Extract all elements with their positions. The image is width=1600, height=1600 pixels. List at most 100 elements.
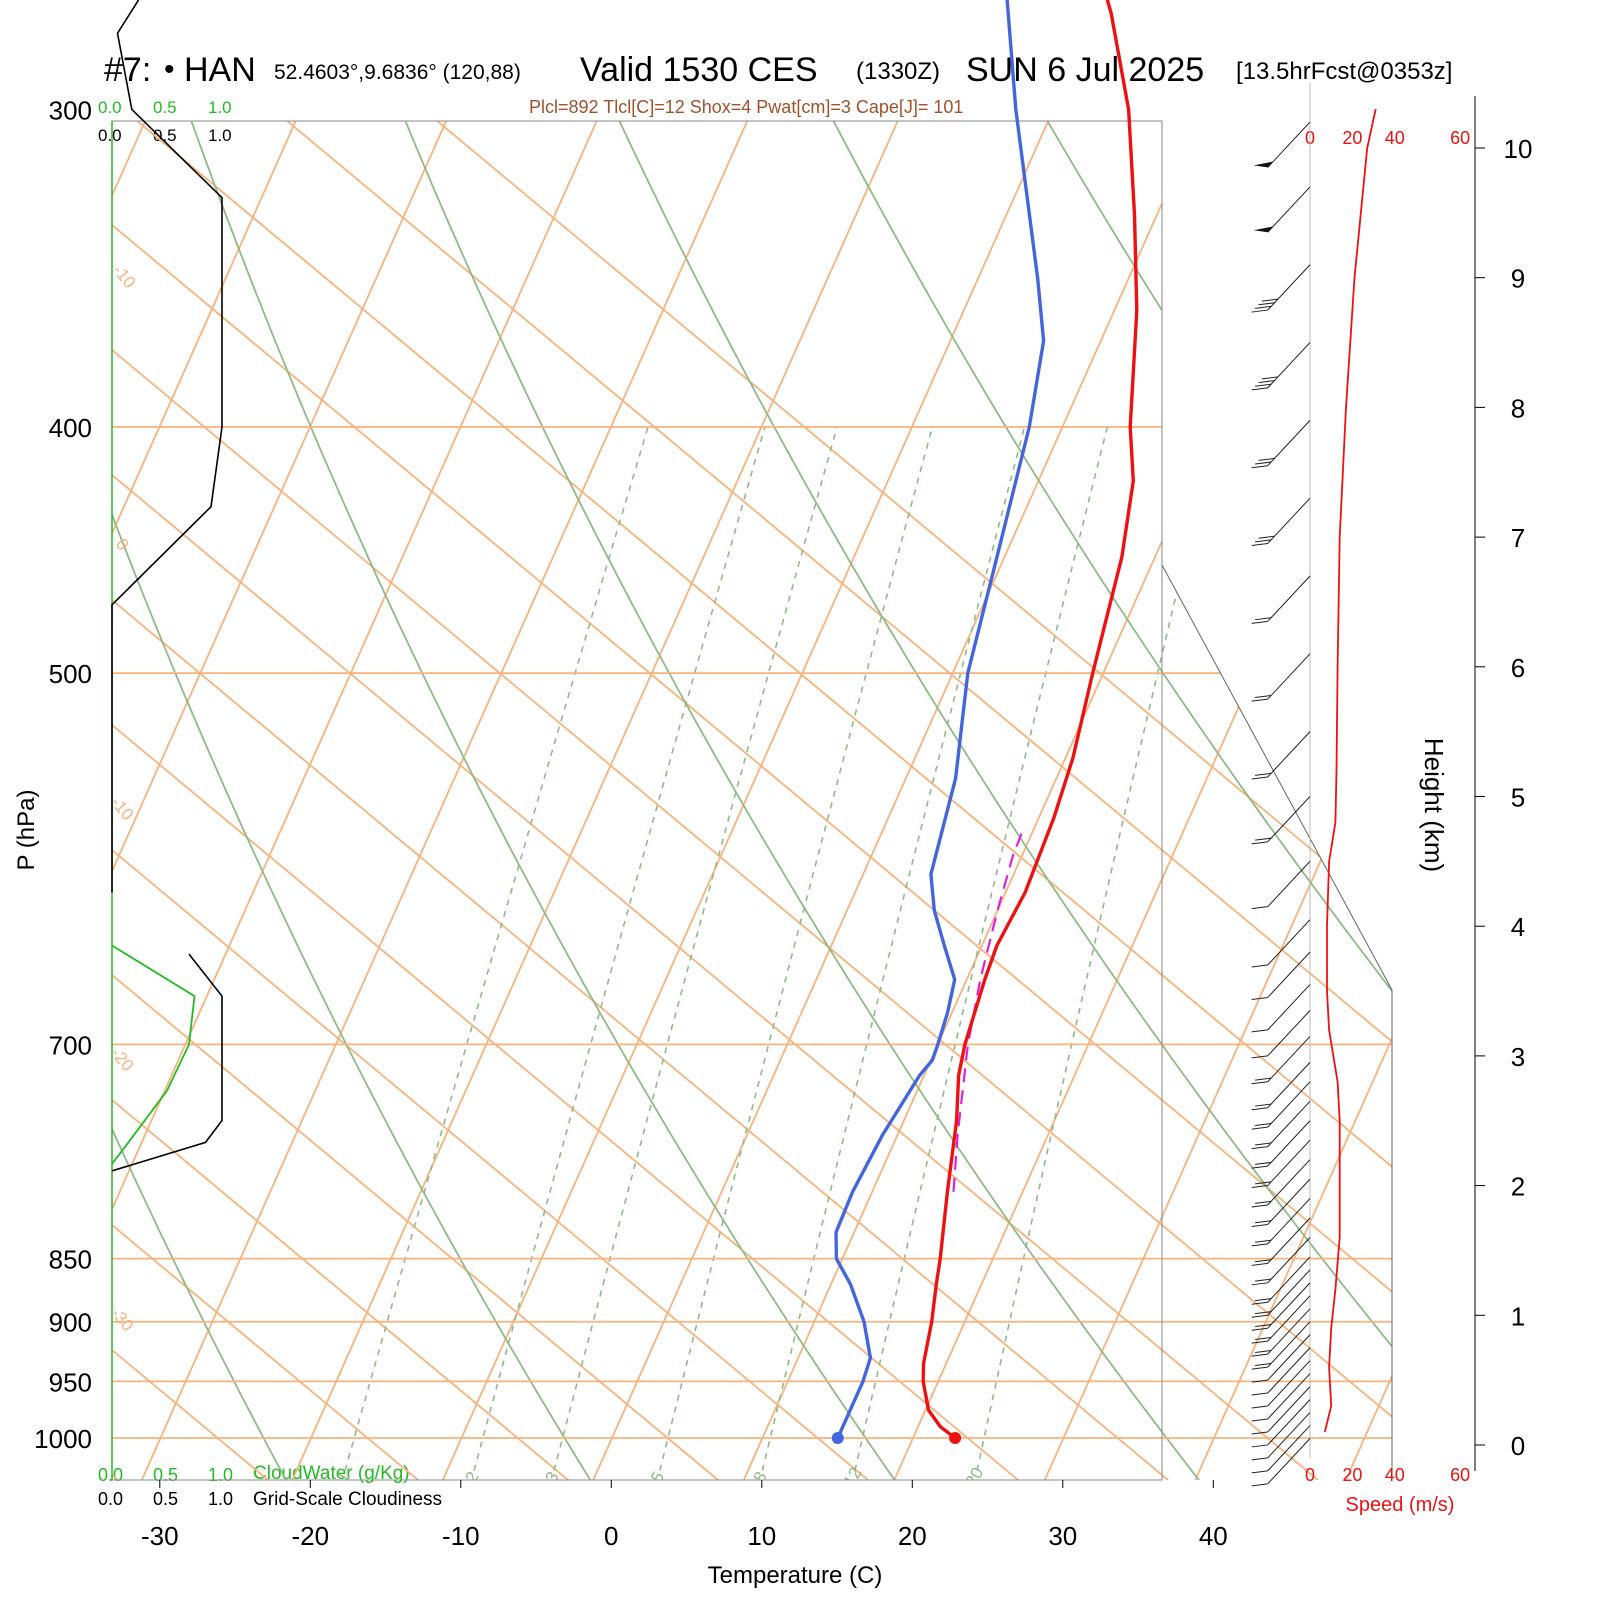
- sounding-profiles: [831, 0, 1139, 1444]
- wind-barb-11: [1251, 1295, 1311, 1344]
- isotherm-60: [1491, 0, 1600, 1492]
- speed-tick-bottom-40: 40: [1385, 1465, 1405, 1485]
- reverse-diagonal-5: [112, 121, 1319, 1480]
- wind-barb-27: [1251, 984, 1311, 1033]
- wind-barb-feather: [1255, 837, 1272, 841]
- wind-barb-feather: [1251, 698, 1268, 702]
- wind-barb-feather: [1261, 376, 1278, 380]
- mixing-ratio-line-3: [553, 426, 838, 1471]
- wind-barb-pennant: [1253, 161, 1274, 168]
- wind-barb-30: [1251, 861, 1311, 910]
- wind-barb-feather: [1251, 1457, 1268, 1461]
- mixing-ratio-line-5: [659, 426, 934, 1471]
- dry-adiabat-430: [1507, 0, 1600, 1492]
- wind-barb-feather: [1261, 298, 1278, 302]
- wind-barb-staff: [1267, 342, 1311, 389]
- header: #7: • HAN 52.4603°,9.6836° (120,88) Vali…: [104, 51, 1452, 117]
- wind-barb-feather: [1251, 841, 1268, 845]
- wind-barb-feather: [1251, 309, 1268, 313]
- dry-adiabat-350: [705, 121, 1392, 1480]
- wind-barb-staff: [1267, 1100, 1311, 1147]
- speed-axis-title: Speed (m/s): [1346, 1494, 1455, 1516]
- mixing-ratio-label-3: 3: [541, 1468, 562, 1486]
- axes-labels: 2503004005007008509009501000-30-20-10010…: [34, 95, 1532, 1551]
- height-tick-5: 5: [1511, 783, 1525, 813]
- wind-barb-feather: [1251, 1185, 1268, 1189]
- wind-barb-staff: [1267, 1139, 1311, 1186]
- mixing-ratio-line-20: [976, 426, 1218, 1471]
- wind-barb-feather: [1251, 964, 1268, 968]
- wind-barb-feather: [1251, 1353, 1268, 1357]
- wind-barb-feather: [1258, 457, 1275, 461]
- wind-barb-feather: [1251, 996, 1268, 1000]
- pressure-tick-400: 400: [49, 413, 92, 443]
- reverse-diagonal-11: [112, 121, 419, 1480]
- wind-barb-feather: [1255, 1200, 1272, 1204]
- wind-barb-feather: [1251, 1431, 1268, 1435]
- wind-barb-feather: [1255, 772, 1272, 776]
- wind-barb-feather: [1251, 1282, 1268, 1286]
- wind-barb-staff: [1267, 1269, 1311, 1316]
- pressure-tick-500: 500: [49, 659, 92, 689]
- wind-barb-37: [1251, 342, 1311, 391]
- temperature-tick--10: -10: [442, 1521, 480, 1551]
- wind-barb-feather: [1255, 539, 1272, 543]
- forecast-date: SUN 6 Jul 2025: [966, 51, 1204, 89]
- pressure-tick-700: 700: [49, 1030, 92, 1060]
- wind-barb-28: [1251, 951, 1311, 1000]
- wind-barb-staff: [1267, 121, 1311, 168]
- isotherm-20: [888, 121, 1392, 1480]
- wind-barb-18: [1251, 1178, 1311, 1227]
- mixing-ratio-label-1: 1: [333, 1468, 354, 1486]
- isotherm-30: [1038, 121, 1392, 1480]
- wind-barb-33: [1251, 653, 1311, 702]
- mixing-ratio-line-8: [761, 426, 1026, 1471]
- wind-barb-staff: [1267, 1295, 1311, 1342]
- y-axis-title: P (hPa): [13, 790, 40, 871]
- wind-barb-staff: [1267, 1425, 1311, 1472]
- reverse-diagonal-6: [112, 121, 1169, 1480]
- wind-barb-5: [1251, 1373, 1311, 1422]
- wind-barb-staff: [1267, 1282, 1311, 1329]
- station-marker: •: [164, 53, 175, 86]
- cloudiness-upper-line: [111, 0, 223, 893]
- reverse-diagonal-4: [112, 121, 1392, 1480]
- wind-barb-feather: [1255, 1220, 1272, 1224]
- dry-adiabat-330: [505, 121, 1392, 1480]
- reverse-diagonal-3: [112, 121, 1392, 1480]
- height-tick-4: 4: [1511, 912, 1525, 942]
- bottom-cloudiness-tick-1: 0.5: [153, 1489, 178, 1509]
- wind-barb-feather: [1251, 465, 1268, 469]
- wind-barb-feather: [1255, 1278, 1272, 1282]
- wind-barb-feather: [1255, 1337, 1272, 1341]
- isotherm--10: [436, 121, 1164, 1480]
- parcel-trace-line: [952, 826, 1026, 1192]
- wind-barb-staff: [1267, 1237, 1311, 1284]
- wind-barb-feather: [1251, 1405, 1268, 1409]
- temperature-tick-30: 30: [1048, 1521, 1077, 1551]
- dry-adiabat-250: [112, 121, 294, 1480]
- isotherm-label-1: 10: [1188, 587, 1226, 625]
- wind-speed-line: [1323, 108, 1377, 1433]
- reverse-diagonal-8: [112, 121, 869, 1480]
- wind-barb-feather: [1255, 1181, 1272, 1185]
- x-axis-title: Temperature (C): [708, 1562, 883, 1589]
- mixing-ratio-line-12: [854, 426, 1109, 1471]
- wind-barb-staff: [1267, 1386, 1311, 1433]
- wind-barb-8: [1251, 1334, 1311, 1383]
- wind-barb-19: [1251, 1159, 1311, 1208]
- pressure-tick-900: 900: [49, 1308, 92, 1338]
- wind-barb-feather: [1251, 1314, 1268, 1318]
- mixing-ratio-label-12: 12: [840, 1464, 866, 1490]
- wind-barb-staff: [1267, 861, 1311, 908]
- wind-barb-staff: [1267, 1159, 1311, 1206]
- height-tick-6: 6: [1511, 653, 1525, 683]
- bottom-cloudiness-tick-0: 0.0: [98, 1489, 123, 1509]
- station-name: HAN: [184, 51, 256, 89]
- isotherm-label-5: 0: [112, 535, 133, 554]
- dry-adiabat-270: [112, 121, 599, 1480]
- reverse-diagonal-12: [112, 121, 269, 1480]
- wind-barb-feather: [1251, 776, 1268, 780]
